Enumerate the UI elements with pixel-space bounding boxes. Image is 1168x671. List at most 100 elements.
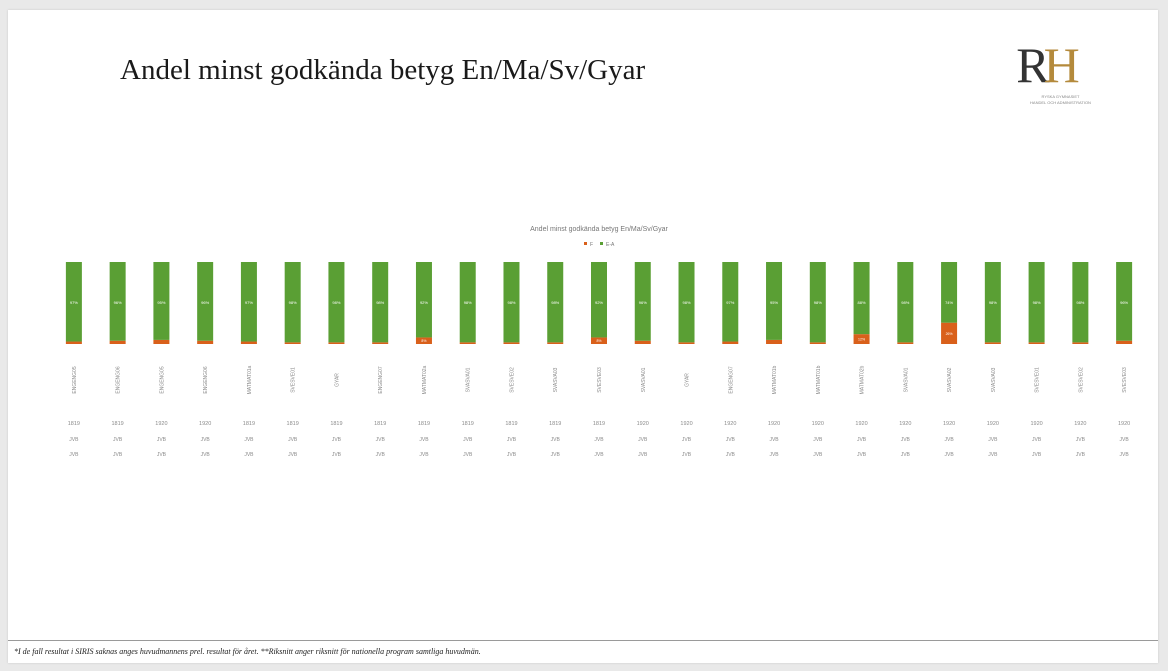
bar-f bbox=[1072, 342, 1088, 344]
tick-level2: JVB bbox=[332, 452, 342, 458]
category-label: SVASVA03 bbox=[553, 367, 559, 392]
category-label: ENGENG05 bbox=[72, 366, 78, 393]
bar-f bbox=[285, 342, 301, 344]
tick-year: 1819 bbox=[505, 421, 517, 427]
tick-level2: JVB bbox=[1076, 452, 1086, 458]
category-label: SVASVA01 bbox=[641, 367, 647, 392]
tick-level2: JVB bbox=[726, 452, 736, 458]
tick-year: 1819 bbox=[330, 421, 342, 427]
tick-level2: JVB bbox=[113, 452, 123, 458]
slide: Andel minst godkända betyg En/Ma/Sv/Gyar… bbox=[8, 10, 1158, 663]
category-label: SVESVE03 bbox=[597, 367, 603, 393]
bar-f bbox=[635, 341, 651, 344]
tick-year: 1819 bbox=[549, 421, 561, 427]
tick-year: 1920 bbox=[1074, 421, 1086, 427]
tick-year: 1920 bbox=[155, 421, 167, 427]
tick-level1: JVB bbox=[988, 437, 998, 443]
data-label-ea: 88% bbox=[858, 300, 866, 305]
tick-year: 1920 bbox=[199, 421, 211, 427]
bar-f bbox=[1116, 341, 1132, 344]
bar-f bbox=[1029, 342, 1045, 344]
tick-level1: JVB bbox=[594, 437, 604, 443]
tick-level1: JVB bbox=[419, 437, 429, 443]
tick-level2: JVB bbox=[507, 452, 517, 458]
tick-level2: JVB bbox=[901, 452, 911, 458]
tick-level1: JVB bbox=[944, 437, 954, 443]
tick-level1: JVB bbox=[332, 437, 342, 443]
bar-f bbox=[810, 342, 826, 344]
tick-level2: JVB bbox=[419, 452, 429, 458]
category-label: SVESVE01 bbox=[1035, 367, 1041, 393]
data-label-ea: 96% bbox=[639, 300, 647, 305]
bar-f bbox=[241, 342, 257, 344]
tick-level2: JVB bbox=[69, 452, 79, 458]
category-label: MATMAT02b bbox=[860, 365, 866, 394]
data-label-f: 8% bbox=[421, 339, 426, 343]
tick-level1: JVB bbox=[244, 437, 254, 443]
bar-f bbox=[503, 342, 519, 344]
data-label-ea: 92% bbox=[420, 300, 428, 305]
category-label: MATMAT02a bbox=[422, 365, 428, 394]
tick-year: 1920 bbox=[943, 421, 955, 427]
tick-level1: JVB bbox=[857, 437, 867, 443]
tick-level2: JVB bbox=[244, 452, 254, 458]
bar-f bbox=[153, 340, 169, 344]
tick-level2: JVB bbox=[638, 452, 648, 458]
data-label-ea: 98% bbox=[683, 300, 691, 305]
tick-level2: JVB bbox=[944, 452, 954, 458]
legend-swatch-f bbox=[584, 242, 587, 245]
tick-level1: JVB bbox=[507, 437, 517, 443]
tick-level1: JVB bbox=[901, 437, 911, 443]
data-label-ea: 96% bbox=[201, 300, 209, 305]
category-label: SVESVE02 bbox=[1078, 367, 1084, 393]
tick-level1: JVB bbox=[551, 437, 561, 443]
data-label-ea: 95% bbox=[770, 300, 778, 305]
data-label-ea: 98% bbox=[551, 300, 559, 305]
tick-level1: JVB bbox=[769, 437, 779, 443]
tick-level1: JVB bbox=[726, 437, 736, 443]
category-label: ENGENG05 bbox=[159, 366, 165, 393]
category-label: SVASVA01 bbox=[903, 367, 909, 392]
bar-f bbox=[460, 342, 476, 344]
tick-year: 1819 bbox=[374, 421, 386, 427]
category-label: ENGENG07 bbox=[728, 366, 734, 393]
data-label-f: 8% bbox=[596, 339, 601, 343]
bar-f bbox=[372, 342, 388, 344]
tick-level2: JVB bbox=[288, 452, 298, 458]
tick-level2: JVB bbox=[463, 452, 473, 458]
tick-level2: JVB bbox=[201, 452, 211, 458]
category-label: MATMAT01a bbox=[247, 365, 253, 394]
category-label: SVESVE01 bbox=[291, 367, 297, 393]
bar-f bbox=[897, 342, 913, 344]
tick-year: 1920 bbox=[1118, 421, 1130, 427]
bar-f bbox=[547, 342, 563, 344]
bar-f bbox=[66, 342, 82, 344]
tick-level1: JVB bbox=[288, 437, 298, 443]
data-label-ea: 98% bbox=[507, 300, 515, 305]
category-label: MATMAT01b bbox=[816, 365, 822, 394]
bar-f bbox=[328, 342, 344, 344]
category-label: GYAR bbox=[685, 373, 691, 387]
data-label-ea: 98% bbox=[289, 300, 297, 305]
tick-level1: JVB bbox=[201, 437, 211, 443]
category-label: SVASVA01 bbox=[466, 367, 472, 392]
data-label-ea: 97% bbox=[245, 300, 253, 305]
category-label: SVESVE02 bbox=[509, 367, 515, 393]
tick-year: 1920 bbox=[855, 421, 867, 427]
data-label-ea: 96% bbox=[1120, 300, 1128, 305]
data-label-ea: 98% bbox=[901, 300, 909, 305]
data-label-ea: 98% bbox=[989, 300, 997, 305]
category-label: ENGENG06 bbox=[203, 366, 209, 393]
tick-level2: JVB bbox=[376, 452, 386, 458]
tick-level1: JVB bbox=[638, 437, 648, 443]
tick-year: 1819 bbox=[243, 421, 255, 427]
category-label: MATMAT01b bbox=[772, 365, 778, 394]
tick-level1: JVB bbox=[157, 437, 167, 443]
data-label-ea: 98% bbox=[376, 300, 384, 305]
tick-year: 1819 bbox=[287, 421, 299, 427]
tick-level2: JVB bbox=[551, 452, 561, 458]
tick-level1: JVB bbox=[682, 437, 692, 443]
tick-year: 1920 bbox=[899, 421, 911, 427]
tick-level2: JVB bbox=[1032, 452, 1042, 458]
bar-f bbox=[679, 342, 695, 344]
